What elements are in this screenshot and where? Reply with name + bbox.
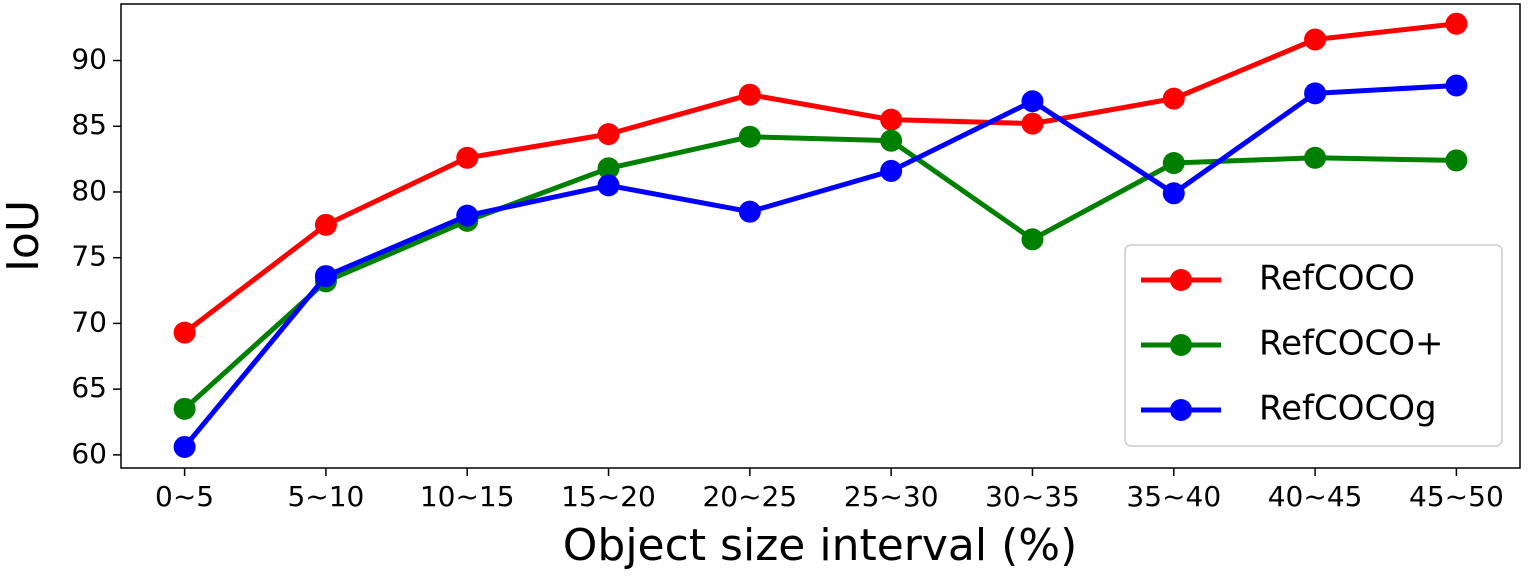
point — [1021, 228, 1044, 251]
point — [1304, 82, 1327, 105]
x-tick-label: 25~30 — [844, 480, 939, 513]
legend-label: RefCOCOg — [1259, 389, 1437, 429]
series-line — [183, 21, 1457, 335]
x-tick-label: 20~25 — [702, 480, 797, 513]
plot-frame — [120, 3, 1521, 469]
x-tick-label: 10~15 — [420, 480, 515, 513]
y-tick-label: 85 — [71, 108, 107, 141]
x-tick-label: 40~45 — [1268, 480, 1363, 513]
legend-box — [1124, 244, 1503, 447]
series-line — [182, 82, 1457, 449]
point — [597, 174, 620, 197]
point — [738, 200, 761, 223]
point — [1304, 146, 1327, 169]
y-tick-label: 90 — [71, 43, 107, 76]
legend-label: RefCOCO+ — [1259, 324, 1443, 364]
legend-marker — [1170, 269, 1192, 291]
point — [314, 213, 337, 236]
point — [1304, 28, 1327, 51]
point — [880, 129, 903, 152]
legend-marker — [1170, 399, 1192, 421]
x-tick-label: 30~35 — [985, 480, 1080, 513]
point — [173, 435, 196, 458]
point — [1445, 149, 1468, 172]
y-tick-label: 75 — [71, 240, 107, 273]
point — [1162, 152, 1185, 175]
y-tick-label: 60 — [71, 437, 107, 470]
x-tick-label: 35~40 — [1126, 480, 1221, 513]
point — [1021, 90, 1044, 113]
point — [880, 159, 903, 182]
x-tick-label: 5~10 — [287, 480, 364, 513]
point — [314, 265, 337, 288]
point — [738, 125, 761, 148]
legend-label: RefCOCO — [1259, 259, 1415, 299]
point — [1162, 182, 1185, 205]
point — [456, 146, 479, 169]
point — [597, 157, 620, 180]
point — [880, 108, 903, 131]
point — [1445, 74, 1468, 97]
point — [456, 204, 479, 227]
point — [1021, 112, 1044, 135]
point — [1445, 12, 1468, 35]
point — [173, 321, 196, 344]
y-tick-label: 80 — [71, 174, 107, 207]
x-tick-label: 45~50 — [1409, 480, 1504, 513]
point — [1162, 87, 1185, 110]
x-tick-label: 15~20 — [561, 480, 656, 513]
point — [597, 123, 620, 146]
x-tick-label: 0~5 — [155, 480, 214, 513]
y-axis-label: IoU — [0, 200, 49, 272]
x-axis-label: Object size interval (%) — [563, 520, 1077, 571]
series-line — [182, 134, 1457, 411]
legend-marker — [1170, 334, 1192, 356]
y-tick-label: 65 — [71, 371, 107, 404]
point — [173, 397, 196, 420]
y-tick-label: 70 — [71, 305, 107, 338]
point — [738, 83, 761, 106]
